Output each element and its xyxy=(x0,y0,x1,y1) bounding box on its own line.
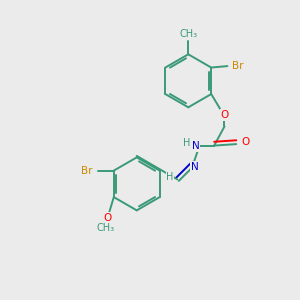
Text: H: H xyxy=(183,138,190,148)
Text: Br: Br xyxy=(232,61,244,71)
Text: CH₃: CH₃ xyxy=(179,29,197,39)
Text: O: O xyxy=(103,213,111,223)
Text: CH₃: CH₃ xyxy=(97,223,115,233)
Text: N: N xyxy=(191,162,199,172)
Text: O: O xyxy=(241,137,249,147)
Text: Br: Br xyxy=(81,166,92,176)
Text: H: H xyxy=(166,172,174,182)
Text: N: N xyxy=(192,141,200,151)
Text: O: O xyxy=(220,110,229,120)
